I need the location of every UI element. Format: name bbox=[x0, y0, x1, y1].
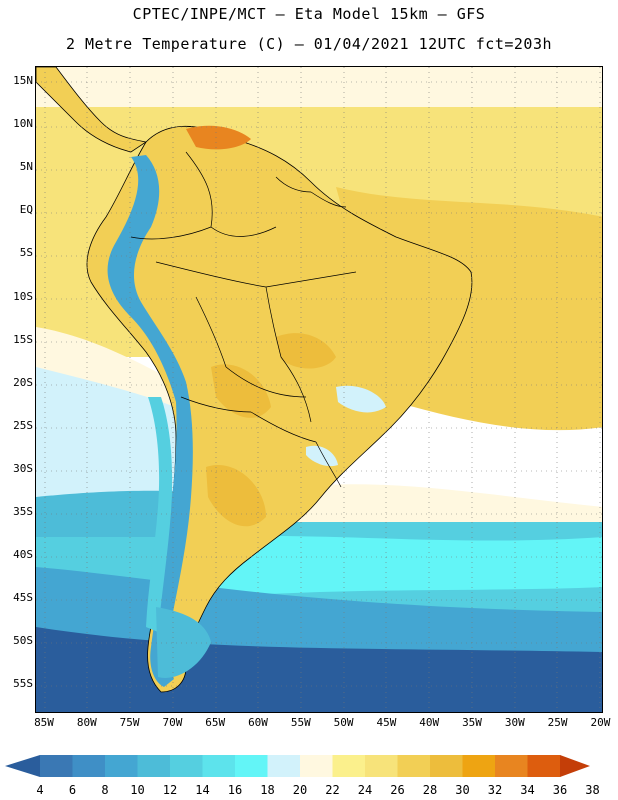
lat-label: EQ bbox=[19, 203, 33, 217]
andes-cold-strip-inner bbox=[146, 397, 173, 632]
lon-label: 35W bbox=[462, 716, 482, 729]
colorbar-label: 20 bbox=[292, 783, 308, 797]
temperature-colorbar bbox=[5, 755, 590, 777]
colorbar-swatch bbox=[137, 755, 171, 777]
colorbar-swatch bbox=[235, 755, 268, 777]
lon-label: 25W bbox=[547, 716, 568, 729]
andes-cold-strip bbox=[107, 155, 193, 687]
lon-label: 70W bbox=[162, 716, 183, 729]
lat-label: 15S bbox=[13, 332, 33, 346]
colorbar-label: 16 bbox=[227, 783, 243, 797]
colorbar-swatch bbox=[365, 755, 398, 777]
lat-label: 10N bbox=[13, 117, 33, 131]
colorbar-label: 10 bbox=[130, 783, 145, 797]
colorbar-swatch bbox=[105, 755, 138, 777]
map-title-line-1: CPTEC/INPE/MCT – Eta Model 15km – GFS bbox=[132, 5, 486, 23]
colorbar-swatch bbox=[72, 755, 106, 777]
hot-region-argentina bbox=[206, 465, 266, 527]
country-borders bbox=[130, 151, 357, 488]
lat-label: 40S bbox=[13, 548, 33, 562]
lon-label: 30W bbox=[504, 716, 525, 729]
lon-label: 55W bbox=[290, 716, 311, 729]
colorbar-label: 12 bbox=[162, 783, 178, 797]
colorbar-swatch bbox=[527, 755, 561, 777]
colorbar-label: 22 bbox=[325, 783, 340, 797]
lat-label: 25S bbox=[13, 418, 33, 432]
colorbar-label: 4 bbox=[36, 783, 44, 797]
lat-label: 50S bbox=[13, 634, 33, 648]
temperature-map bbox=[36, 67, 602, 712]
hot-region-chaco bbox=[211, 364, 271, 418]
colorbar-label: 34 bbox=[520, 783, 535, 797]
colorbar-swatch bbox=[397, 755, 431, 777]
lon-label: 65W bbox=[205, 716, 226, 729]
south-brazil-cool bbox=[306, 445, 338, 467]
lon-label: 80W bbox=[76, 716, 97, 729]
colorbar-label: 28 bbox=[422, 783, 438, 797]
lon-label: 85W bbox=[34, 716, 54, 729]
map-frame bbox=[35, 66, 603, 713]
colorbar-swatch bbox=[332, 755, 366, 777]
colorbar-label: 14 bbox=[195, 783, 210, 797]
lat-label: 35S bbox=[13, 505, 33, 518]
colorbar-swatch bbox=[267, 755, 301, 777]
southeast-brazil-cool bbox=[336, 385, 386, 413]
colorbar-label: 30 bbox=[455, 783, 470, 797]
lat-label: 20S bbox=[13, 375, 33, 389]
map-title-line-2: 2 Metre Temperature (C) – 01/04/2021 12U… bbox=[65, 35, 553, 53]
colorbar-swatch bbox=[495, 755, 528, 777]
colorbar-label: 32 bbox=[487, 783, 503, 797]
colorbar-swatch bbox=[202, 755, 236, 777]
lon-label: 75W bbox=[119, 716, 140, 729]
lat-label: 30S bbox=[13, 461, 33, 475]
hot-region-venezuela bbox=[186, 125, 251, 150]
colorbar-arrow-left bbox=[5, 755, 40, 777]
lat-label: 10S bbox=[13, 289, 33, 303]
lat-label: 15N bbox=[13, 74, 33, 87]
colorbar-label: 24 bbox=[357, 783, 373, 797]
colorbar-swatch bbox=[430, 755, 463, 777]
central-america-land bbox=[36, 67, 148, 153]
colorbar-label: 26 bbox=[390, 783, 405, 797]
lat-label: 5N bbox=[19, 160, 33, 174]
colorbar-swatch bbox=[462, 755, 496, 777]
lon-label: 40W bbox=[419, 716, 440, 729]
colorbar-swatch bbox=[300, 755, 333, 777]
colorbar-label: 36 bbox=[552, 783, 568, 797]
colorbar-swatch bbox=[170, 755, 203, 777]
colorbar-swatch bbox=[40, 755, 73, 777]
colorbar-label: 38 bbox=[585, 783, 600, 797]
lat-label: 5S bbox=[19, 246, 33, 260]
lon-label: 60W bbox=[248, 716, 268, 729]
colorbar-label: 6 bbox=[68, 783, 77, 797]
ocean-band-cyan bbox=[216, 535, 602, 597]
lat-label: 55S bbox=[13, 677, 33, 691]
colorbar-arrow-right bbox=[560, 755, 590, 777]
colorbar-label: 18 bbox=[260, 783, 275, 797]
lon-label: 20W bbox=[590, 716, 611, 729]
patagonia-cold bbox=[156, 607, 211, 678]
colorbar-label: 8 bbox=[101, 783, 109, 797]
lat-label: 45S bbox=[13, 591, 33, 605]
lon-label: 45W bbox=[376, 716, 397, 729]
lon-label: 50W bbox=[333, 716, 354, 729]
